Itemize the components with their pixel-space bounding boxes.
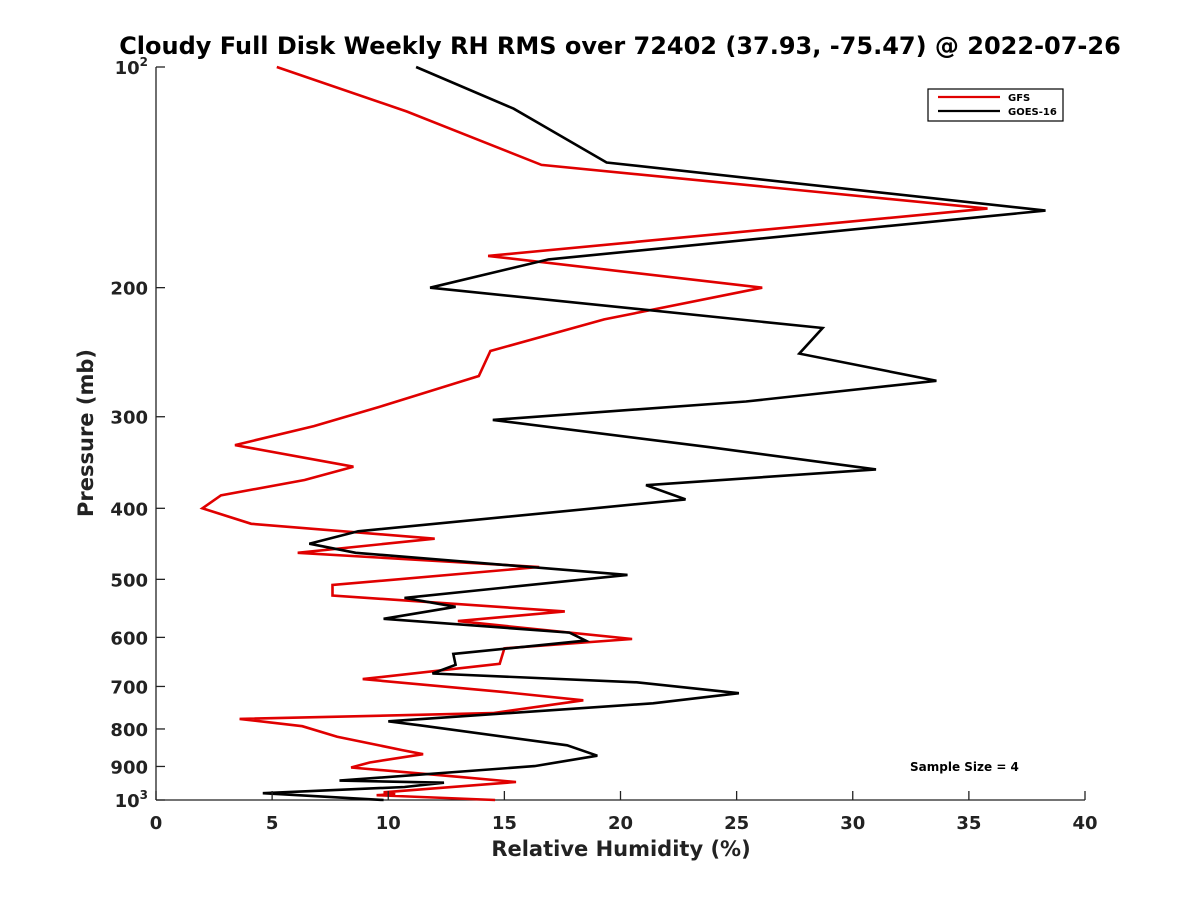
y-tick-label: 400 (110, 499, 148, 520)
x-tick-label: 30 (840, 813, 865, 834)
y-tick-label: 102 (115, 55, 148, 79)
series-line-gfs (199, 65, 988, 802)
x-tick-label: 35 (956, 813, 981, 834)
sample-size-annotation: Sample Size = 4 (910, 760, 1019, 774)
y-tick-label: 600 (110, 628, 148, 649)
x-tick-label: 15 (492, 813, 517, 834)
x-tick-label: 40 (1072, 813, 1097, 834)
y-tick-label: 800 (110, 720, 148, 741)
y-tick-label: 300 (110, 408, 148, 429)
legend: GFS GOES-16 (927, 88, 1064, 122)
x-tick-label: 0 (150, 813, 163, 834)
x-tick-label: 5 (266, 813, 279, 834)
x-axis-label: Relative Humidity (%) (491, 837, 750, 861)
x-tick-label: 20 (608, 813, 633, 834)
y-tick-label: 500 (110, 570, 148, 591)
legend-box (927, 88, 1064, 122)
y-tick-label: 900 (110, 757, 148, 778)
y-tick-label: 200 (110, 279, 148, 300)
y-axis-label: Pressure (mb) (74, 349, 98, 517)
y-tick-label: 103 (115, 788, 148, 812)
x-axis-ticks: 0 5 10 15 20 25 30 35 40 (150, 791, 1098, 834)
y-axis-ticks: 102 200 300 400 500 600 700 800 900 103 (110, 55, 165, 812)
legend-label-goes16: GOES-16 (1008, 107, 1057, 118)
chart-title: Cloudy Full Disk Weekly RH RMS over 7240… (119, 32, 1121, 60)
series-layer (199, 65, 1046, 802)
legend-label-gfs: GFS (1008, 93, 1030, 104)
x-tick-label: 10 (376, 813, 401, 834)
series-line-goes16 (262, 65, 1046, 802)
x-tick-label: 25 (724, 813, 749, 834)
y-tick-label: 700 (110, 677, 148, 698)
